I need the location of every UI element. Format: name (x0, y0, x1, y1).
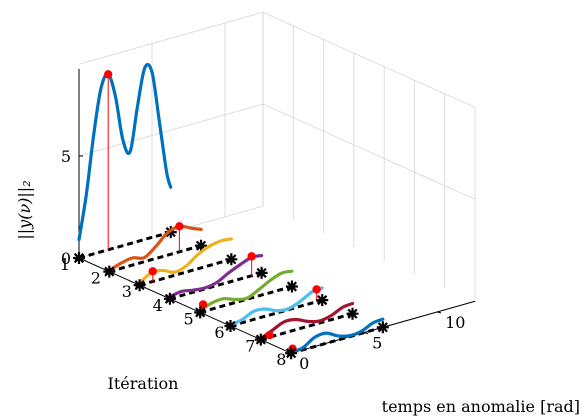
grid-right-top (262, 11, 476, 108)
max-marker (104, 70, 113, 79)
endpoint-marker (195, 239, 208, 252)
endpoint-marker (376, 321, 389, 334)
zero-reference-line (230, 298, 323, 328)
series-line (107, 224, 203, 273)
y-tick-label: 5 (372, 334, 382, 353)
zero-reference-line (199, 285, 293, 314)
series-iteration-7 (254, 301, 359, 346)
zero-reference-line (169, 271, 263, 301)
label-layer: Itération temps en anomalie [rad] ||y(ν)… (15, 180, 580, 416)
max-marker (265, 330, 274, 340)
endpoint-marker (163, 292, 176, 305)
endpoint-marker (285, 347, 298, 360)
series-line (289, 317, 385, 354)
x-tick-label: 6 (214, 323, 224, 342)
x-axis-label: Itération (108, 374, 179, 393)
max-marker (175, 222, 184, 231)
y-tick-label: 10 (445, 313, 465, 332)
endpoint-marker (225, 253, 238, 266)
endpoint-marker (194, 306, 207, 319)
x-tick-label: 2 (91, 269, 101, 288)
series-line (77, 62, 173, 242)
z-axis-label: ||y(ν)||₂ (15, 180, 34, 239)
x-tick-label: 4 (153, 296, 163, 315)
series-iteration-2 (103, 222, 208, 278)
endpoint-marker (346, 307, 359, 320)
series-iteration-3 (133, 237, 238, 292)
max-marker (247, 252, 256, 261)
x-tick-label: 5 (184, 309, 194, 328)
zero-reference-line (108, 244, 202, 274)
zero-reference-line (139, 257, 232, 287)
x-tick-label: 8 (276, 350, 286, 369)
grid-back-top (78, 11, 264, 65)
series-iteration-6 (224, 285, 329, 332)
series-iteration-8 (285, 317, 389, 360)
y-tick-label: 0 (299, 354, 309, 373)
x-axis-line (78, 257, 292, 354)
y-tick-mark (363, 332, 369, 335)
grid-norm-right (262, 103, 476, 200)
series-line (228, 286, 324, 327)
x-tick-label: 3 (122, 282, 132, 301)
zero-reference-line (290, 325, 384, 355)
series-line (138, 237, 233, 285)
series-iteration-1 (73, 62, 177, 264)
grid-norm-wall (78, 103, 264, 157)
x-tick-label: 7 (245, 337, 255, 356)
max-marker (148, 267, 157, 276)
endpoint-marker (73, 252, 85, 264)
z-tick-label: 0 (61, 249, 71, 268)
endpoint-marker (285, 280, 298, 293)
endpoint-marker (255, 266, 268, 279)
max-marker (312, 285, 321, 294)
series-line (198, 269, 294, 312)
y-axis-label: temps en anomalie [rad] (382, 397, 580, 416)
endpoint-marker (254, 333, 267, 346)
endpoint-marker (103, 265, 116, 278)
series-line (168, 253, 264, 299)
endpoint-marker (224, 320, 237, 332)
series-line (259, 301, 355, 341)
series-iteration-5 (194, 269, 298, 319)
y-tick-mark (436, 311, 442, 314)
zero-reference-line (78, 230, 172, 260)
endpoint-marker (133, 279, 146, 292)
data-layer (73, 62, 389, 360)
z-tick-label: 5 (61, 147, 71, 166)
zero-reference-line (260, 312, 353, 342)
endpoint-marker (316, 294, 329, 307)
series-iteration-4 (163, 252, 268, 305)
x-tick-label: 1 (60, 255, 70, 274)
